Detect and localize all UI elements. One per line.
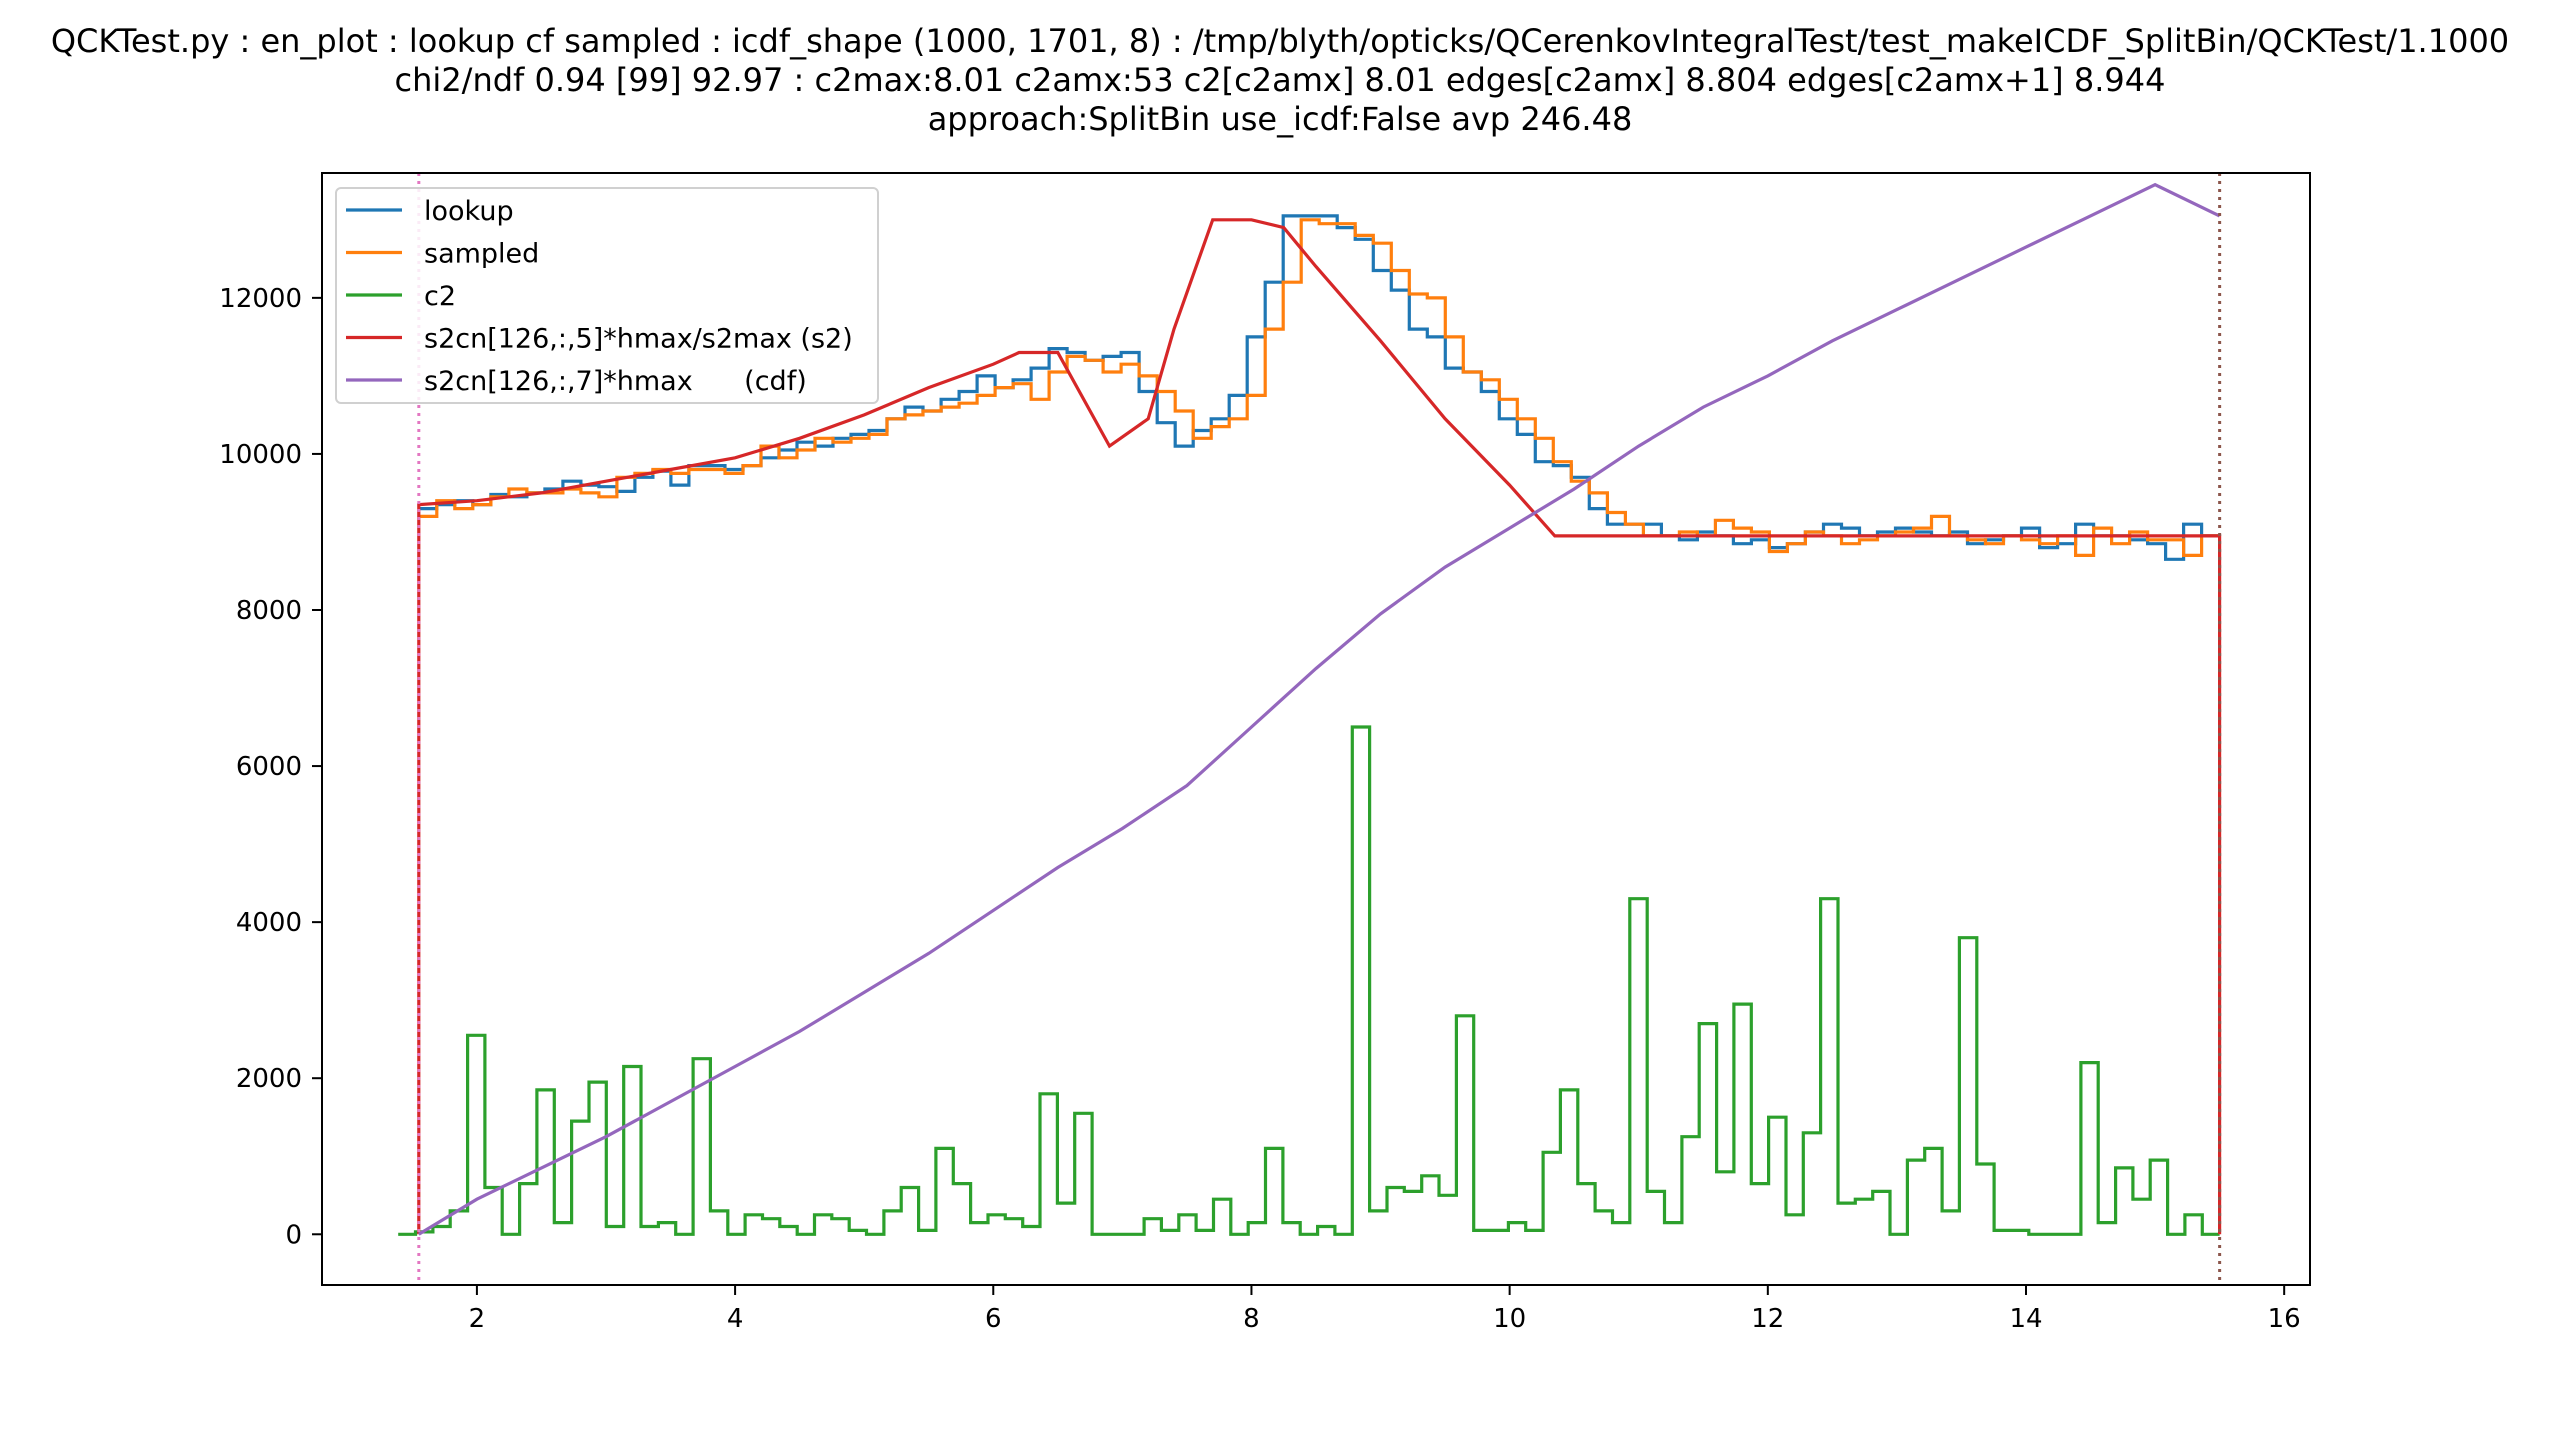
title-line-1: QCKTest.py : en_plot : lookup cf sampled…	[50, 22, 2510, 60]
y-tick-label: 4000	[236, 908, 302, 938]
y-tick-label: 12000	[219, 284, 302, 314]
y-tick-label: 10000	[219, 440, 302, 470]
legend-box	[335, 187, 879, 404]
y-tick-label: 0	[285, 1220, 302, 1250]
y-tick-label: 2000	[236, 1064, 302, 1094]
axes: 2 4 6 8 10 12 14 16 0 2000 4000 6000 8000 10000 12000	[219, 172, 2311, 1334]
title-line-2: chi2/ndf 0.94 [99] 92.97 : c2max:8.01 c2…	[394, 61, 2166, 99]
title-line-3: approach:SplitBin use_icdf:False avp 246…	[927, 100, 1633, 138]
x-tick-label: 10	[1493, 1304, 1526, 1334]
legend-label: s2cn[126,:,5]*hmax/s2max (s2)	[424, 324, 853, 355]
x-tick-label: 14	[2009, 1304, 2042, 1334]
x-tick-label: 4	[727, 1304, 744, 1334]
legend: lookup sampled c2 s2cn[126,:,5]*hmax/s2max …	[335, 187, 879, 404]
legend-label: c2	[424, 281, 456, 312]
x-tick-label: 6	[985, 1304, 1002, 1334]
legend-label: s2cn[126,:,7]*hmax (cdf)	[424, 366, 807, 397]
x-tick-label: 16	[2268, 1304, 2301, 1334]
plot-area	[398, 173, 2222, 1285]
legend-label: sampled	[424, 239, 539, 270]
series-line-s2cn-3	[417, 218, 2222, 1235]
series-line-sampled-1	[418, 218, 2220, 557]
series-line-c2-2	[398, 725, 2220, 1236]
x-tick-label: 8	[1243, 1304, 1260, 1334]
series-line-s2cn-4	[417, 182, 2221, 1236]
y-tick-label: 8000	[236, 596, 302, 626]
x-tick-label: 2	[469, 1304, 486, 1334]
x-tick-label: 12	[1751, 1304, 1784, 1334]
y-tick-label: 6000	[236, 752, 302, 782]
axes-frame	[321, 172, 2311, 1286]
legend-label: lookup	[424, 196, 514, 227]
